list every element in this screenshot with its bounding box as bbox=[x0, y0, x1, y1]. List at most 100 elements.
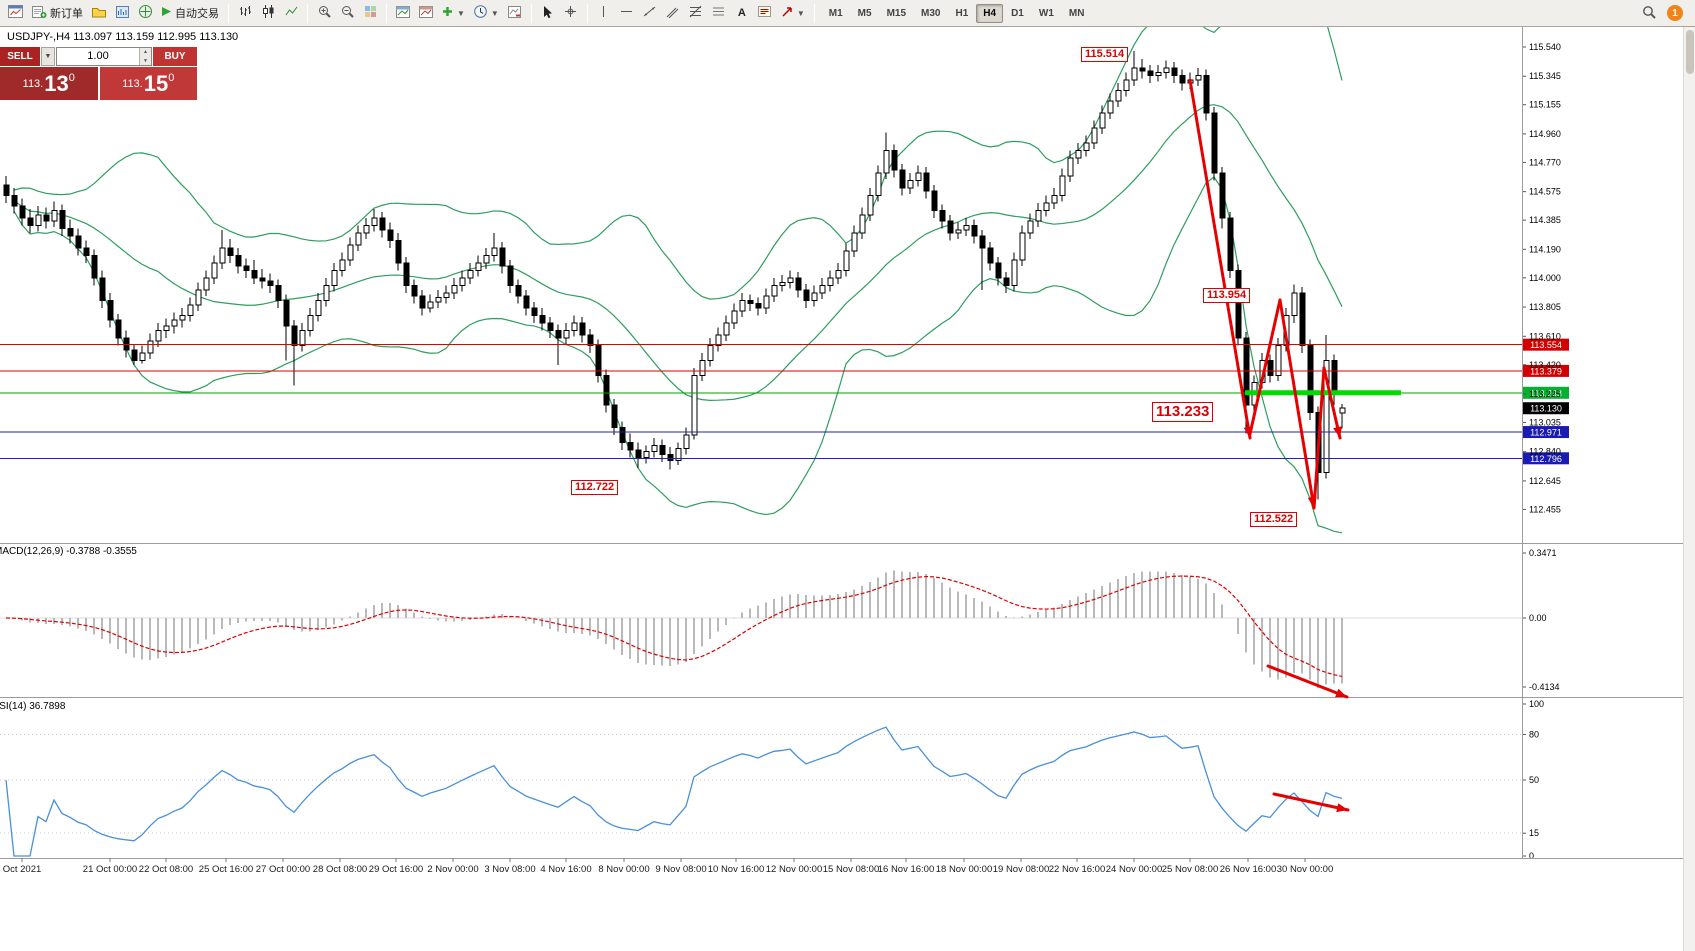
svg-text:22 Nov 16:00: 22 Nov 16:00 bbox=[1049, 864, 1106, 875]
price-callout-112.522: 112.522 bbox=[1250, 512, 1298, 528]
text-label-icon bbox=[758, 6, 772, 20]
price-tag-113.130: 113.130 bbox=[1523, 402, 1569, 415]
svg-text:50: 50 bbox=[1529, 775, 1539, 785]
svg-text:Oct 2021: Oct 2021 bbox=[3, 864, 42, 875]
spinner-up-icon[interactable]: ▲ bbox=[140, 48, 151, 57]
timeframe-h4[interactable]: H4 bbox=[976, 3, 1004, 23]
svg-text:25 Oct 16:00: 25 Oct 16:00 bbox=[199, 864, 253, 875]
time-axis: Oct 2021 21 Oct 00:00 22 Oct 08:00 25 Oct 1… bbox=[3, 858, 1333, 875]
svg-text:114.000: 114.000 bbox=[1529, 273, 1561, 283]
add-indicator-button[interactable]: ▼ bbox=[438, 2, 469, 24]
svg-text:8 Nov 00:00: 8 Nov 00:00 bbox=[598, 864, 649, 875]
svg-text:113.379: 113.379 bbox=[1530, 366, 1562, 376]
profiles-button[interactable] bbox=[88, 2, 110, 24]
svg-text:27 Oct 00:00: 27 Oct 00:00 bbox=[256, 864, 310, 875]
buy-button[interactable]: BUY bbox=[153, 47, 197, 66]
svg-text:113.554: 113.554 bbox=[1530, 340, 1562, 350]
search-button[interactable] bbox=[1638, 2, 1660, 24]
text-tool-label: A bbox=[737, 7, 746, 19]
channel-tool-button[interactable] bbox=[662, 2, 684, 24]
svg-text:114.575: 114.575 bbox=[1529, 187, 1561, 197]
timeframe-toolbar: M1 M5 M15 M30 H1 H4 D1 W1 MN bbox=[822, 3, 1092, 23]
timeframe-m1[interactable]: M1 bbox=[828, 7, 843, 19]
cursor-tool-button[interactable] bbox=[537, 2, 559, 24]
timeframe-m5[interactable]: M5 bbox=[857, 7, 872, 19]
tile-windows-button[interactable] bbox=[359, 2, 381, 24]
main-toolbar: 新订单 自动交易 ▼ ▼ A ▼ bbox=[0, 0, 1695, 27]
svg-text:24 Nov 00:00: 24 Nov 00:00 bbox=[1106, 864, 1163, 875]
svg-text:114.770: 114.770 bbox=[1529, 157, 1561, 167]
indicator-window-icon bbox=[396, 5, 410, 21]
chart-shift-button[interactable] bbox=[504, 2, 526, 24]
trendline-tool-button[interactable] bbox=[639, 2, 661, 24]
volume-value: 1.00 bbox=[87, 50, 109, 62]
sell-button[interactable]: SELL bbox=[0, 47, 40, 66]
timeframe-h1[interactable]: H1 bbox=[955, 7, 969, 19]
order-type-dropdown[interactable]: ▼ bbox=[41, 47, 55, 66]
svg-text:113.130: 113.130 bbox=[1530, 404, 1562, 414]
new-chart-button[interactable] bbox=[4, 2, 27, 24]
candlestick-chart-button[interactable] bbox=[257, 2, 279, 24]
svg-text:113.610: 113.610 bbox=[1529, 331, 1561, 341]
new-order-button[interactable]: 新订单 bbox=[28, 2, 87, 24]
indicators-window-button[interactable] bbox=[392, 2, 414, 24]
line-chart-button[interactable] bbox=[280, 2, 302, 24]
buy-price-button[interactable]: 113. 15 0 bbox=[99, 67, 197, 100]
volume-stepper[interactable]: ▲ ▼ bbox=[139, 48, 151, 65]
timeframe-w1[interactable]: W1 bbox=[1038, 7, 1054, 19]
macd-label: MACD(12,26,9) -0.3788 -0.3555 bbox=[0, 546, 137, 557]
crosshair-tool-button[interactable] bbox=[560, 2, 582, 24]
timeframe-m30[interactable]: M30 bbox=[921, 7, 941, 19]
zoom-out-icon bbox=[341, 5, 354, 21]
bar-chart-button[interactable] bbox=[234, 2, 256, 24]
price-tag-113.554: 113.554 bbox=[1523, 338, 1569, 351]
svg-text:26 Nov 16:00: 26 Nov 16:00 bbox=[1220, 864, 1277, 875]
market-watch-button[interactable] bbox=[111, 2, 133, 24]
arrows-tool-button[interactable]: ▼ bbox=[777, 2, 809, 24]
timeframe-mn[interactable]: MN bbox=[1068, 7, 1085, 19]
svg-text:0: 0 bbox=[1529, 851, 1534, 861]
period-clock-button[interactable]: ▼ bbox=[470, 2, 503, 24]
bar-chart-icon bbox=[239, 5, 252, 21]
sell-price-sup: 0 bbox=[68, 72, 75, 84]
auto-trading-button[interactable]: 自动交易 bbox=[157, 2, 223, 24]
toolbar-separator bbox=[307, 3, 308, 23]
symbol-ohlc-info: USDJPY-,H4 113.097 113.159 112.995 113.1… bbox=[7, 31, 239, 43]
candlestick-icon bbox=[262, 5, 275, 21]
clock-icon bbox=[474, 5, 487, 21]
text-tool-button[interactable]: A bbox=[731, 2, 753, 24]
auto-trading-label: 自动交易 bbox=[175, 8, 219, 20]
levels-icon bbox=[712, 6, 725, 20]
timeframe-m15[interactable]: M15 bbox=[886, 7, 907, 19]
timeframe-d1[interactable]: D1 bbox=[1011, 7, 1024, 19]
new-chart-icon bbox=[8, 5, 23, 21]
levels-tool-button[interactable] bbox=[708, 2, 730, 24]
fibonacci-tool-button[interactable] bbox=[685, 2, 707, 24]
svg-text:15 Nov 08:00: 15 Nov 08:00 bbox=[823, 864, 880, 875]
svg-text:9 Nov 08:00: 9 Nov 08:00 bbox=[655, 864, 706, 875]
scrollbar-thumb[interactable] bbox=[1685, 30, 1694, 74]
spinner-down-icon[interactable]: ▼ bbox=[140, 56, 151, 65]
svg-text:115.155: 115.155 bbox=[1529, 100, 1561, 110]
price-scale: 115.540 115.345 115.155 114.960 114.770 114.5… bbox=[1522, 42, 1561, 514]
zoom-out-button[interactable] bbox=[336, 2, 358, 24]
zoom-in-button[interactable] bbox=[313, 2, 335, 24]
chevron-down-icon: ▼ bbox=[44, 53, 52, 60]
text-label-tool-button[interactable] bbox=[754, 2, 776, 24]
template-window-button[interactable] bbox=[415, 2, 437, 24]
price-callout-115.514: 115.514 bbox=[1081, 47, 1129, 63]
price-tag-112.971: 112.971 bbox=[1523, 426, 1569, 439]
notification-badge[interactable]: 1 bbox=[1667, 5, 1683, 21]
svg-text:3 Nov 08:00: 3 Nov 08:00 bbox=[484, 864, 535, 875]
navigator-button[interactable] bbox=[134, 2, 156, 24]
vertical-line-tool-button[interactable] bbox=[593, 2, 615, 24]
vertical-scrollbar[interactable] bbox=[1683, 27, 1695, 951]
volume-input[interactable]: 1.00 ▲ ▼ bbox=[56, 47, 152, 66]
svg-text:80: 80 bbox=[1529, 729, 1539, 739]
trade-panel-controls: SELL ▼ 1.00 ▲ ▼ BUY bbox=[0, 47, 197, 66]
svg-text:112.971: 112.971 bbox=[1530, 428, 1562, 438]
horizontal-line-tool-button[interactable] bbox=[616, 2, 638, 24]
sell-price-button[interactable]: 113. 13 0 bbox=[0, 67, 98, 100]
rsi-label: RSI(14) 36.7898 bbox=[0, 701, 66, 712]
price-panel bbox=[3, 27, 1346, 534]
